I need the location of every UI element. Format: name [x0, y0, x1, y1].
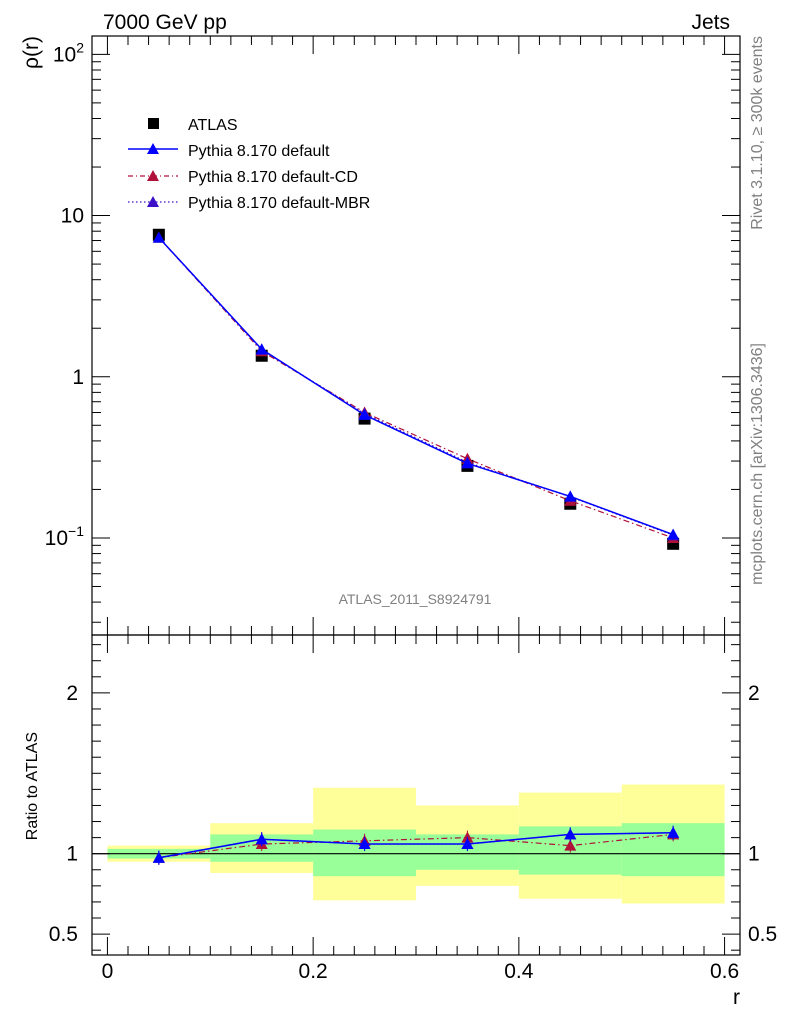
axes-layer: 0 0.2 0.4 0.6 10−1 1 10 102 0.5 0.5 1 1 2 2: [45, 35, 777, 983]
legend-marker-atlas: [148, 118, 159, 129]
ratio-point: [564, 839, 577, 851]
ratio-y-tick-label-left: 1: [66, 843, 78, 866]
series-point: [358, 408, 371, 420]
x-tick-label: 0.6: [710, 960, 739, 983]
x-tick-label: 0.2: [299, 960, 328, 983]
y-tick-label: 10: [61, 205, 84, 228]
main-ylabel: ρ(r): [20, 36, 43, 69]
header-right: Jets: [691, 11, 730, 34]
legend-marker-default: [147, 143, 159, 154]
analysis-label: ATLAS_2011_S8924791: [339, 591, 492, 607]
series-point: [564, 490, 577, 502]
side-text-bottom: mcplots.cern.ch [arXiv:1306.3436]: [749, 343, 766, 585]
series-point: [152, 231, 165, 243]
ratio-point: [255, 833, 268, 845]
series-point: [255, 343, 268, 355]
series-point: [667, 528, 680, 540]
legend-label-default: Pythia 8.170 default: [188, 143, 330, 160]
legend-label-mbr: Pythia 8.170 default-MBR: [188, 195, 370, 212]
x-axis-label: r: [733, 986, 740, 1009]
ratio-line: [158, 832, 674, 859]
x-tick-label: 0.4: [504, 960, 534, 983]
series-line: [158, 237, 674, 539]
side-text-top: Rivet 3.1.10, ≥ 300k events: [749, 36, 766, 230]
ratio-y-tick-label-right: 0.5: [748, 923, 777, 946]
series-line: [158, 237, 674, 536]
ratio-point: [358, 838, 371, 850]
ratio-y-tick-label-left: 2: [66, 682, 78, 705]
ratio-point: [152, 851, 165, 863]
ratio-y-tick-label-right: 2: [748, 682, 760, 705]
ratio-plot-layer: [92, 784, 740, 904]
legend-label-cd: Pythia 8.170 default-CD: [188, 169, 358, 186]
ratio-point: [461, 838, 474, 850]
series-point: [461, 457, 474, 469]
header-left: 7000 GeV pp: [103, 11, 227, 34]
legend: ATLAS Pythia 8.170 default Pythia 8.170 …: [128, 117, 370, 212]
ratio-point: [667, 826, 680, 838]
legend-label-atlas: ATLAS: [188, 117, 238, 134]
legend-marker-mbr: [147, 196, 159, 207]
ratio-y-tick-label-right: 1: [748, 843, 760, 866]
ratio-line: [158, 833, 674, 859]
ratio-ylabel: Ratio to ATLAS: [24, 732, 41, 840]
x-tick-label: 0: [102, 960, 114, 983]
y-tick-label: 10−1: [45, 523, 85, 550]
ratio-point: [564, 828, 577, 840]
ratio-y-tick-label-left: 0.5: [49, 923, 78, 946]
y-tick-label: 1: [72, 366, 84, 389]
series-line: [158, 237, 674, 536]
main-plot-layer: [152, 228, 680, 550]
y-tick-label: 102: [53, 39, 84, 66]
legend-marker-cd: [147, 170, 159, 181]
